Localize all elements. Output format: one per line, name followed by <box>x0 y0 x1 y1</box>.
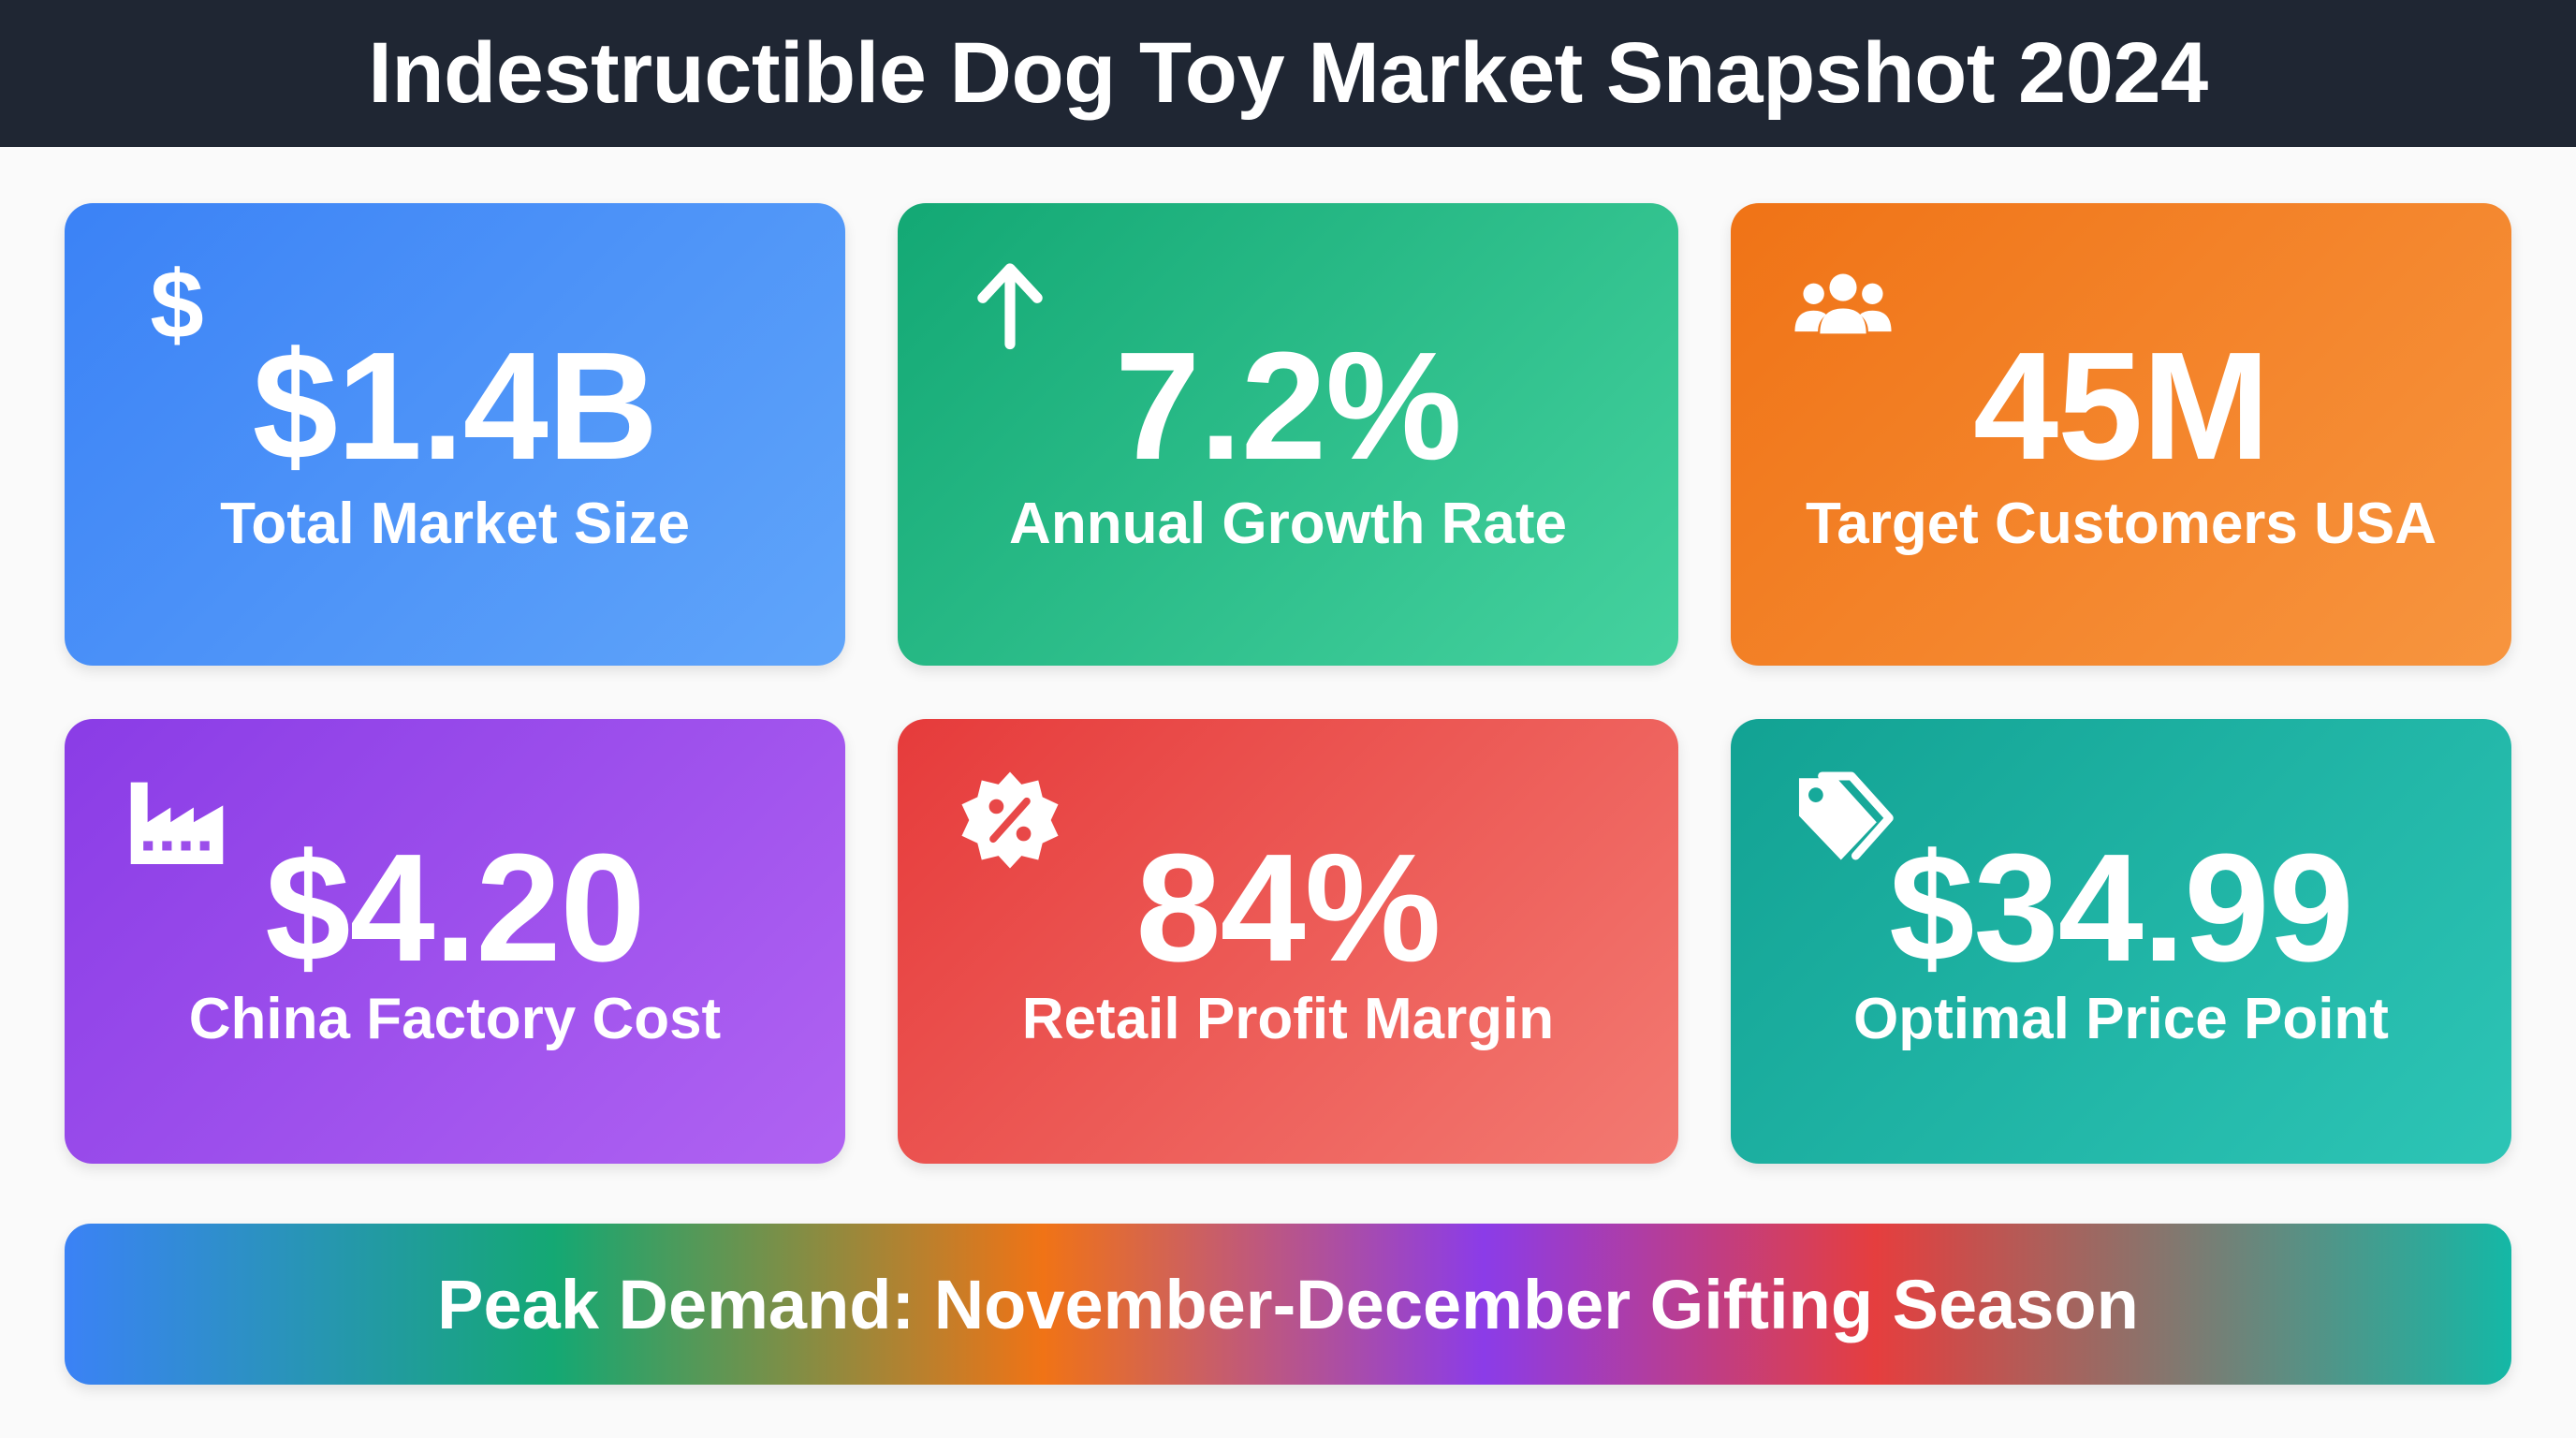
percent-badge-icon <box>958 768 1062 873</box>
kpi-value: $1.4B <box>252 320 659 492</box>
kpi-label: Target Customers USA <box>1805 492 2437 556</box>
kpi-label: Optimal Price Point <box>1853 987 2389 1051</box>
banner-text: Peak Demand: November-December Gifting S… <box>437 1265 2139 1343</box>
peak-demand-banner: Peak Demand: November-December Gifting S… <box>65 1224 2511 1385</box>
kpi-card-factory-cost: $4.20 China Factory Cost <box>65 719 845 1164</box>
kpi-card-profit-margin: 84% Retail Profit Margin <box>898 719 1678 1164</box>
kpi-card-target-customers: 45M Target Customers USA <box>1731 203 2511 666</box>
svg-text:$: $ <box>150 252 203 357</box>
kpi-value: 7.2% <box>1115 320 1462 492</box>
kpi-card-market-size: $ $1.4B Total Market Size <box>65 203 845 666</box>
page-title: Indestructible Dog Toy Market Snapshot 2… <box>368 25 2208 121</box>
kpi-label: Retail Profit Margin <box>1021 987 1555 1051</box>
users-icon <box>1791 252 1895 357</box>
factory-icon <box>124 768 229 873</box>
kpi-label: Annual Growth Rate <box>1009 492 1567 556</box>
tags-icon <box>1791 768 1895 873</box>
kpi-card-growth-rate: 7.2% Annual Growth Rate <box>898 203 1678 666</box>
header-bar: Indestructible Dog Toy Market Snapshot 2… <box>0 0 2576 147</box>
kpi-label: China Factory Cost <box>188 987 722 1051</box>
kpi-label: Total Market Size <box>220 492 690 556</box>
kpi-value: $4.20 <box>265 822 645 993</box>
kpi-value: 84% <box>1135 822 1441 993</box>
kpi-value: 45M <box>1972 320 2270 492</box>
dollar-icon: $ <box>124 252 229 357</box>
kpi-card-price-point: $34.99 Optimal Price Point <box>1731 719 2511 1164</box>
arrow-up-icon <box>958 252 1062 357</box>
kpi-value: $34.99 <box>1889 822 2354 993</box>
